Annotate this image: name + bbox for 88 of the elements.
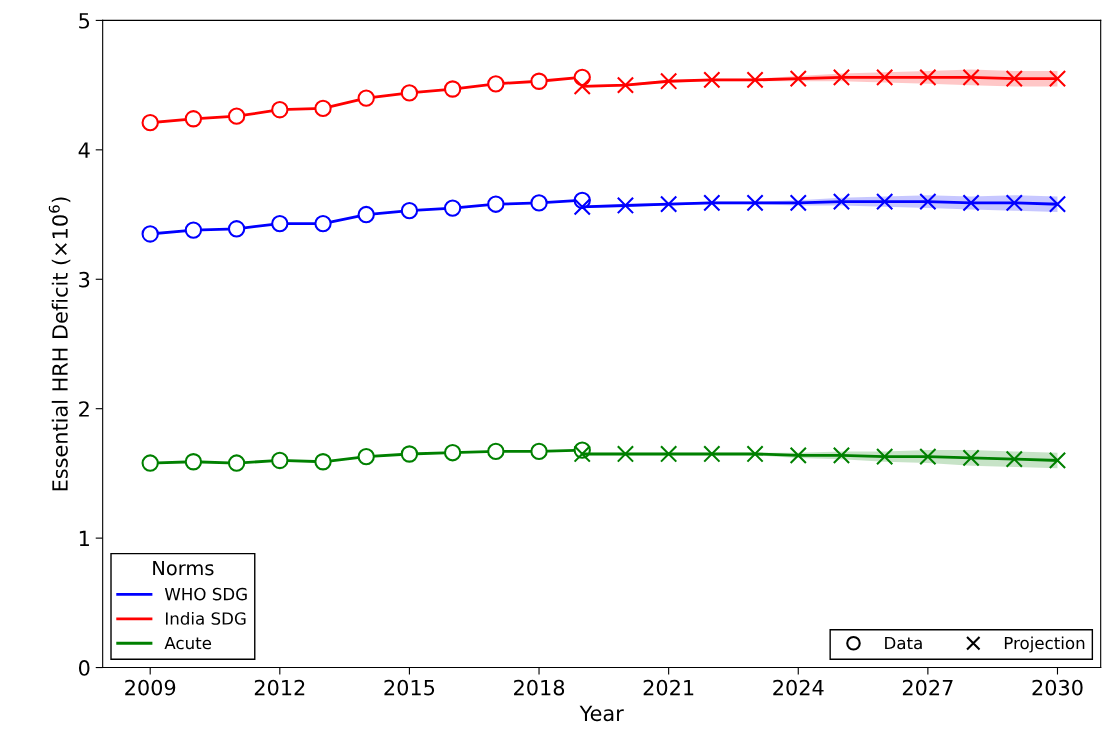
point (919, 192, 937, 211)
point (875, 68, 894, 87)
point (227, 107, 246, 125)
point (271, 101, 289, 119)
point (746, 445, 764, 463)
point (746, 194, 764, 212)
x-tick-label: 2024 (773, 679, 824, 696)
y-tick-label: 0 (78, 660, 90, 676)
point (530, 442, 548, 461)
point (184, 221, 203, 239)
point (832, 446, 851, 464)
point (443, 199, 462, 217)
point (616, 76, 635, 94)
point (314, 99, 332, 118)
point (227, 454, 246, 472)
annotation: Projection (1004, 636, 1085, 653)
x-tick-label: 2018 (514, 679, 565, 696)
y-tick-label: 1 (79, 530, 89, 547)
point (573, 445, 591, 463)
point (530, 72, 548, 90)
point (659, 72, 678, 90)
y-tick-label: 4 (78, 142, 90, 158)
point (962, 68, 980, 87)
x-tick-label: 2015 (384, 679, 435, 696)
point (789, 446, 807, 464)
point (616, 196, 635, 215)
point (1048, 195, 1067, 213)
point (1005, 194, 1023, 212)
point (703, 194, 721, 212)
point (789, 194, 807, 212)
point (227, 220, 246, 238)
point (1005, 450, 1023, 468)
point (443, 80, 462, 98)
annotation: Data (885, 636, 922, 650)
point (487, 75, 505, 93)
x-tick-label: 2027 (902, 679, 953, 696)
x-tick-label: 2021 (643, 679, 694, 696)
point (357, 447, 375, 466)
point (875, 192, 894, 211)
point (271, 451, 289, 470)
point (400, 201, 419, 220)
point (659, 445, 678, 463)
y-tick-label: 3 (79, 271, 90, 288)
point (703, 71, 721, 89)
point (184, 110, 203, 128)
point (400, 84, 419, 102)
point (832, 68, 851, 87)
point (530, 194, 548, 212)
point (314, 214, 332, 233)
point (487, 442, 505, 461)
point (487, 195, 505, 213)
point (141, 113, 159, 132)
point (962, 194, 980, 212)
legend-label: WHO SDG (164, 587, 247, 601)
point (1005, 69, 1023, 88)
point (141, 225, 159, 243)
point (400, 445, 419, 463)
point (789, 69, 807, 88)
point (616, 445, 635, 463)
legend-label: Acute (164, 636, 212, 650)
x-tick-label: 2030 (1032, 679, 1083, 696)
point (919, 447, 937, 466)
point (141, 454, 159, 472)
point (357, 89, 375, 107)
point (962, 449, 980, 467)
point (875, 447, 894, 466)
point (1048, 451, 1067, 470)
point (746, 71, 764, 89)
point (1048, 69, 1067, 88)
x-tick-label: 2012 (254, 679, 305, 696)
y-axis-title: Essential HRH Deficit (×10$^{6}$) (48, 197, 71, 491)
point (832, 192, 851, 211)
legend-title: Norms (153, 560, 214, 576)
y-tick-label: 2 (79, 401, 89, 417)
point (703, 445, 721, 463)
y-tick-label: 5 (79, 13, 90, 29)
point (573, 77, 591, 96)
point (919, 68, 937, 87)
point (314, 453, 332, 471)
point (443, 444, 462, 462)
point (271, 214, 289, 233)
legend-label: India SDG (165, 611, 246, 625)
point (573, 198, 591, 216)
x-tick-label: 2009 (125, 679, 176, 696)
point (659, 195, 678, 213)
point (357, 205, 375, 224)
point (184, 453, 203, 471)
x-axis-title: Year (579, 705, 624, 722)
